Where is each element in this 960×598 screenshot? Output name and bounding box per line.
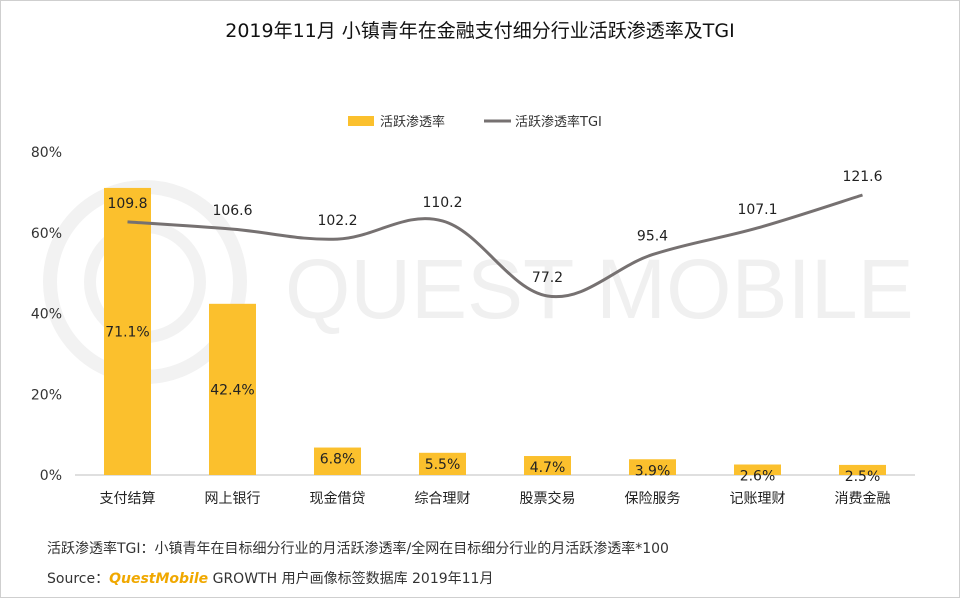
x-category-label: 记账理财 — [730, 491, 786, 507]
bar — [419, 452, 466, 475]
legend-bar-label: 活跃渗透率 — [380, 114, 445, 130]
watermark: QUEST MOBILE — [43, 180, 914, 384]
bar-value-label: 2.6% — [740, 469, 776, 485]
y-tick-label: 60% — [31, 226, 62, 242]
source-prefix: Source： — [47, 571, 110, 587]
legend-line-label: 活跃渗透率TGI — [515, 114, 602, 130]
tgi-value-label: 102.2 — [317, 213, 357, 229]
x-category-label: 网上银行 — [205, 491, 261, 507]
x-category-label: 综合理财 — [415, 491, 471, 507]
bar — [104, 187, 151, 475]
footnote: 活跃渗透率TGI：小镇青年在目标细分行业的月活跃渗透率/全网在目标细分行业的月活… — [47, 541, 669, 557]
bar-value-label: 4.7% — [530, 460, 566, 476]
bar-series: 71.1% 42.4% 6.8% 5.5% 4.7% 3.9% 2.6% 2.5% — [104, 187, 886, 485]
tgi-value-label: 121.6 — [842, 169, 882, 185]
tgi-line — [127, 193, 863, 299]
x-category-label: 消费金融 — [835, 491, 891, 507]
x-category-label: 支付结算 — [100, 491, 156, 507]
x-category-label: 股票交易 — [520, 490, 576, 507]
x-category-label: 现金借贷 — [310, 491, 366, 507]
bar — [314, 447, 361, 475]
tgi-labels: 109.8 106.6 102.2 110.2 77.2 95.4 107.1 121.6 — [107, 169, 882, 286]
bar-value-label: 42.4% — [210, 382, 254, 398]
tgi-value-label: 109.8 — [107, 196, 147, 212]
bar — [629, 459, 676, 475]
bar — [734, 464, 781, 475]
bar — [209, 303, 256, 475]
x-category-label: 保险服务 — [625, 491, 681, 507]
tgi-value-label: 95.4 — [637, 229, 668, 245]
source-note: Source：QuestMobile GROWTH 用户画像标签数据库 2019… — [47, 568, 493, 588]
legend-bar-swatch — [348, 116, 374, 126]
tgi-value-label: 77.2 — [532, 270, 563, 286]
bar — [524, 456, 571, 475]
bar — [839, 464, 886, 475]
y-tick-label: 20% — [31, 387, 62, 403]
y-tick-label: 80% — [31, 145, 62, 161]
tgi-value-label: 107.1 — [737, 202, 777, 218]
bar-value-label: 2.5% — [845, 469, 881, 485]
chart-title: 2019年11月 小镇青年在金融支付细分行业活跃渗透率及TGI — [225, 20, 735, 42]
y-axis: 0% 20% 40% 60% 80% — [31, 145, 62, 484]
bar-value-label: 3.9% — [635, 463, 671, 479]
legend: 活跃渗透率 活跃渗透率TGI — [348, 114, 602, 130]
y-tick-label: 40% — [31, 307, 62, 323]
source-brand: QuestMobile — [109, 571, 209, 587]
source-rest: GROWTH 用户画像标签数据库 2019年11月 — [208, 571, 494, 587]
category-labels: 支付结算 网上银行 现金借贷 综合理财 股票交易 保险服务 记账理财 消费金融 — [100, 490, 891, 507]
tgi-value-label: 106.6 — [212, 203, 252, 219]
bar-value-label: 71.1% — [105, 324, 149, 340]
watermark-text: QUEST MOBILE — [285, 242, 914, 336]
bar-value-label: 5.5% — [425, 457, 461, 473]
bar-value-label: 6.8% — [320, 452, 356, 468]
y-tick-label: 0% — [40, 468, 62, 484]
tgi-value-label: 110.2 — [422, 195, 462, 211]
